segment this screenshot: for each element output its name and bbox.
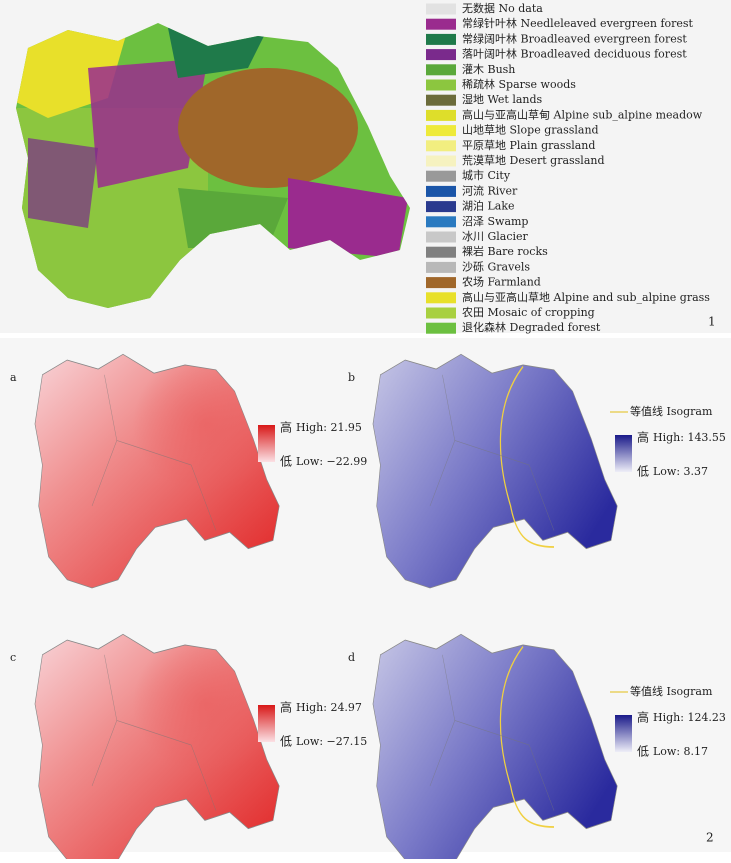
legend-label: 沙砾 Gravels <box>462 260 530 273</box>
legend-label: 落叶阔叶林 Broadleaved deciduous forest <box>462 47 687 61</box>
high-char: 高 <box>637 710 649 725</box>
high-label: High: 24.97 <box>296 701 362 714</box>
low-char: 低 <box>280 455 292 469</box>
legend-swatch <box>426 125 456 137</box>
legend-swatch <box>426 201 456 213</box>
legend-label: 荒漠草地 Desert grassland <box>462 154 605 167</box>
low-label: Low: 8.17 <box>653 745 708 758</box>
legend-swatch <box>426 79 456 91</box>
legend-label: 湿地 Wet lands <box>462 93 543 106</box>
panels: a 高 High: 21.95 低 Low: −22.99 b 等值线 Isogram 高 Hi… <box>10 353 726 863</box>
panel-letter: d <box>348 651 355 664</box>
low-label: Low: −22.99 <box>296 455 367 468</box>
colorbar <box>258 425 275 462</box>
legend-swatch <box>426 185 456 197</box>
legend-swatch <box>426 94 456 106</box>
legend-label: 稀疏林 Sparse woods <box>462 77 576 91</box>
legend-swatch <box>426 140 456 152</box>
map <box>34 353 280 589</box>
legend-label: 裸岩 Bare rocks <box>462 244 548 258</box>
legend-label: 平原草地 Plain grassland <box>462 139 595 152</box>
high-char: 高 <box>280 700 292 715</box>
map <box>34 633 280 863</box>
high-label: High: 143.55 <box>653 431 726 444</box>
boundary <box>429 654 555 811</box>
legend-label: 高山与亚高山草地 Alpine and sub_alpine grass <box>462 290 710 304</box>
low-char: 低 <box>637 745 649 759</box>
high-char: 高 <box>637 430 649 445</box>
legend-swatch <box>426 277 456 289</box>
legend-label: 农场 Farmland <box>462 275 541 289</box>
legend-swatch <box>426 231 456 243</box>
legend-swatch <box>426 170 456 182</box>
low-label: Low: 3.37 <box>653 465 708 478</box>
legend-swatch <box>426 155 456 167</box>
low-char: 低 <box>637 465 649 479</box>
high-label: High: 124.23 <box>653 711 726 724</box>
legend-label: 湖泊 Lake <box>462 200 515 213</box>
legend-label: 高山与亚高山草甸 Alpine sub_alpine meadow <box>462 107 703 121</box>
colorbar <box>615 435 632 472</box>
panel-letter: b <box>348 371 355 384</box>
legend-label: 山地草地 Slope grassland <box>462 124 599 137</box>
boundary <box>429 374 555 531</box>
legend-swatch <box>426 18 456 30</box>
legend-swatch <box>426 49 456 61</box>
legend-label: 无数据 No data <box>462 1 543 15</box>
legend-label: 冰川 Glacier <box>462 230 529 243</box>
legend-label: 沼泽 Swamp <box>462 214 528 228</box>
legend-swatch <box>426 64 456 76</box>
legend-label: 城市 City <box>462 168 511 182</box>
landcover-map <box>16 23 410 308</box>
panel-letter: c <box>10 651 16 664</box>
panel-letter: a <box>10 371 17 384</box>
figure-number: 2 <box>706 831 714 845</box>
legend-swatch <box>426 307 456 319</box>
legend-label: 常绿针叶林 Needleleaved evergreen forest <box>462 16 694 30</box>
colorbar <box>615 715 632 752</box>
isogram-line <box>499 646 555 828</box>
legend-label: 农田 Mosaic of cropping <box>462 305 595 319</box>
low-char: 低 <box>280 735 292 749</box>
legend-label: 退化森林 Degraded forest <box>462 320 601 334</box>
legend-swatch <box>426 261 456 273</box>
legend-swatch <box>426 216 456 228</box>
legend-swatch <box>426 109 456 121</box>
low-label: Low: −27.15 <box>296 735 367 748</box>
isogram-label: 等值线 Isogram <box>630 404 713 418</box>
figure-number: 1 <box>708 315 716 329</box>
legend-swatch <box>426 292 456 304</box>
legend-label: 常绿阔叶林 Broadleaved evergreen forest <box>462 31 687 45</box>
legend-label: 灌木 Bush <box>462 63 515 76</box>
isogram-line <box>499 366 555 548</box>
colorbar <box>258 705 275 742</box>
legend-swatch <box>426 246 456 258</box>
legend-swatch <box>426 322 456 334</box>
legend-swatch <box>426 33 456 45</box>
map <box>372 633 618 863</box>
legend-label: 河流 River <box>462 183 518 197</box>
legend-swatch <box>426 3 456 15</box>
high-label: High: 21.95 <box>296 421 362 434</box>
map <box>372 353 618 589</box>
boundary <box>91 374 217 531</box>
high-char: 高 <box>280 420 292 435</box>
boundary <box>91 654 217 811</box>
isogram-label: 等值线 Isogram <box>630 684 713 698</box>
